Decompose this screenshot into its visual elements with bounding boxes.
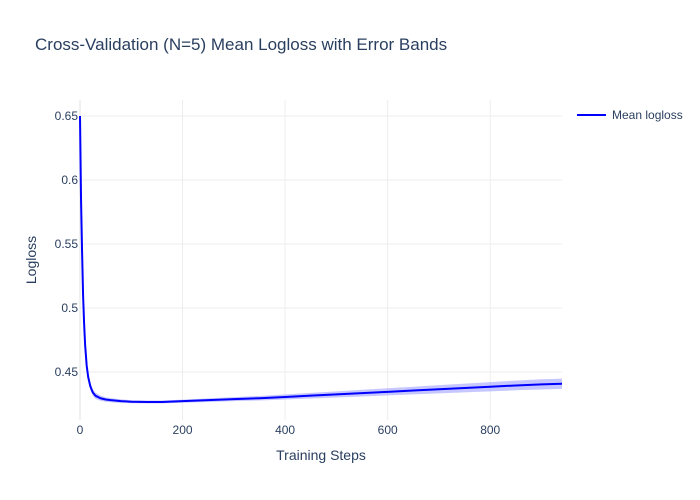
mean-logloss-line [79,115,563,403]
grid [79,100,562,420]
y-tick-label: 0.6 [61,173,78,187]
series-lines [79,115,563,403]
x-tick-label: 0 [77,423,84,437]
y-axis-ticks: 0.45 0.5 0.55 0.6 0.65 [55,109,79,379]
x-tick-label: 200 [173,423,193,437]
x-tick-label: 800 [480,423,500,437]
x-axis-title: Training Steps [276,447,366,463]
x-tick-label: 600 [378,423,398,437]
error-band [80,110,562,404]
y-tick-label: 0.5 [61,301,78,315]
x-axis-ticks: 0 200 400 600 800 [77,423,501,437]
error-band-area [80,110,562,404]
y-axis-title: Logloss [23,236,39,284]
x-tick-label: 400 [275,423,295,437]
legend[interactable]: Mean logloss [577,108,683,122]
chart-title: Cross-Validation (N=5) Mean Logloss with… [35,35,447,54]
y-tick-label: 0.55 [55,237,79,251]
y-tick-label: 0.45 [55,365,79,379]
y-tick-label: 0.65 [55,109,79,123]
legend-label: Mean logloss [612,108,683,122]
